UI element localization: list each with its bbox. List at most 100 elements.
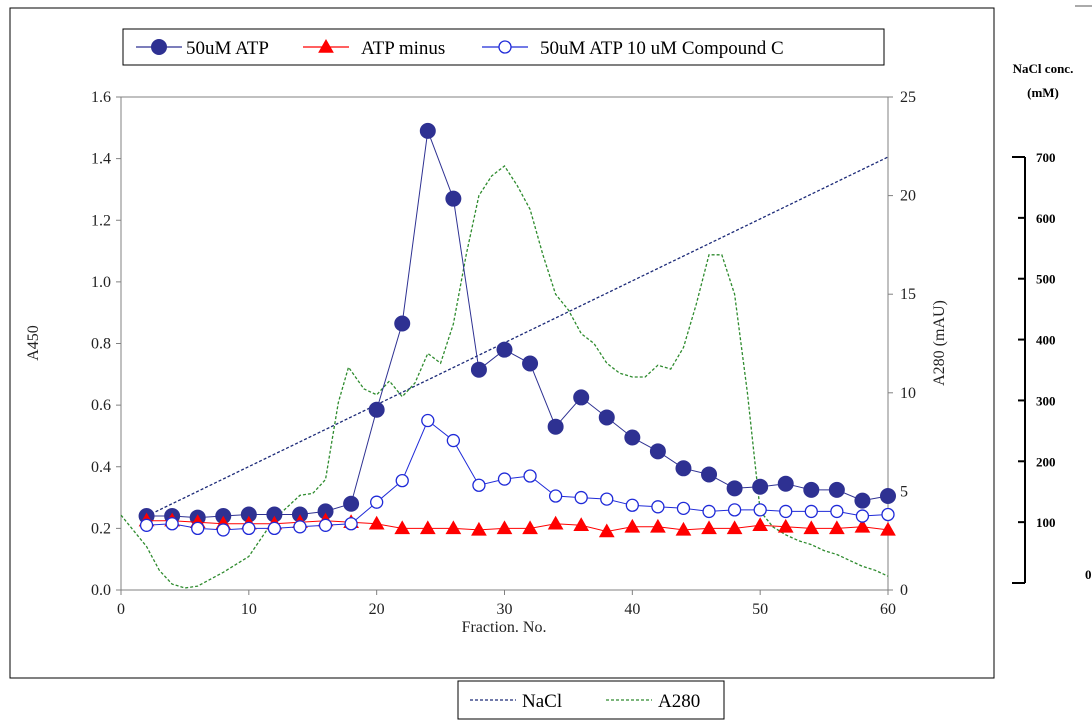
data-point (880, 488, 896, 505)
x-tick-label: 40 (624, 601, 640, 618)
data-point (395, 473, 409, 488)
data-point (830, 504, 844, 519)
data-point (829, 520, 845, 535)
data-point (777, 475, 794, 492)
plot-axes: 0 10 20 30 40 50 600.00.20.40.60.81.01.21.41.6… (91, 89, 916, 618)
data-point (854, 492, 871, 509)
legend-swatch-marker (498, 40, 512, 54)
data-point (598, 523, 615, 538)
legend-bottom-item: NaCl (470, 691, 562, 712)
data-point (496, 520, 513, 535)
legend-item: 50uM ATP 10 uM Compound C (482, 38, 784, 59)
data-point (701, 520, 717, 535)
data-point (676, 501, 691, 515)
data-point (574, 490, 588, 505)
y-left-tick-label: 1.0 (91, 274, 111, 291)
series-layer (138, 122, 896, 538)
data-point (419, 122, 436, 139)
y-left-tick-label: 0.6 (91, 397, 111, 414)
y-left-tick-label: 0.2 (91, 520, 111, 537)
data-point (803, 481, 820, 498)
data-point (675, 521, 692, 536)
data-point (471, 521, 487, 536)
data-point (522, 355, 539, 372)
data-point (394, 315, 411, 332)
data-point (419, 520, 436, 535)
nacl-scale-zero-label: 0 (1085, 567, 1092, 582)
data-point (702, 504, 716, 519)
data-point (496, 341, 513, 358)
x-tick-label: 50 (752, 601, 768, 618)
data-point (548, 489, 563, 503)
data-point (649, 443, 666, 460)
data-point (267, 521, 282, 536)
data-point (497, 472, 512, 486)
data-point (727, 503, 742, 517)
data-point (701, 466, 718, 483)
legend-item: 50uM ATP (136, 38, 269, 59)
data-point (651, 500, 665, 514)
x-tick-label: 0 (117, 601, 125, 618)
x-tick-label: 30 (497, 601, 513, 618)
data-point (547, 515, 564, 530)
legend-bottom-item: A280 (606, 691, 700, 712)
data-point (191, 521, 205, 536)
y-left-tick-label: 1.2 (91, 212, 111, 229)
y-right-tick-label: 0 (900, 582, 908, 599)
nacl-scale-tick-label: 100 (1036, 515, 1056, 530)
data-point (880, 521, 896, 536)
data-point (752, 517, 769, 532)
nacl-scale-tick-label: 500 (1036, 272, 1056, 287)
x-axis-title: Fraction. No. (462, 619, 547, 636)
data-point (446, 433, 461, 448)
nacl-scale-tick-label: 300 (1036, 393, 1056, 408)
nacl-scale-title: NaCl conc. (1013, 61, 1074, 76)
data-point (293, 520, 307, 534)
data-point (752, 478, 769, 495)
legend-top: 50uM ATP ATP minus 50uM ATP 10 uM Compound… (122, 28, 885, 66)
data-point (165, 517, 179, 531)
data-point (804, 504, 818, 519)
data-point (472, 478, 486, 492)
data-point (523, 469, 537, 483)
nacl-scale-tick-label: 200 (1036, 454, 1056, 469)
data-point (881, 507, 895, 522)
y-right-tick-label: 20 (900, 188, 916, 205)
data-point (522, 520, 538, 535)
data-point (445, 520, 462, 535)
data-point (625, 498, 639, 512)
y-right-tick-label: 10 (900, 385, 916, 402)
data-point (547, 418, 564, 435)
series-50um-atp-10-um-compound-c (139, 413, 895, 537)
legend-bottom-label: A280 (658, 691, 700, 712)
y-left-tick-label: 0.4 (91, 459, 111, 476)
nacl-scale: NaCl conc. (mM) 700 600 500 400 300 200 100 0 (1012, 61, 1092, 584)
data-point (598, 409, 615, 426)
data-point (216, 523, 230, 537)
nacl-scale-tick-label: 700 (1036, 150, 1056, 165)
data-point (573, 517, 590, 532)
data-point (600, 492, 614, 506)
y-right-axis-title: A280 (mAU) (931, 300, 948, 386)
data-point (368, 401, 385, 418)
x-tick-label: 10 (241, 601, 257, 618)
legend-bottom: NaCl A280 (457, 680, 725, 720)
y-left-tick-label: 0.0 (91, 582, 111, 599)
y-left-axis-title: A450 (25, 325, 42, 361)
data-point (394, 520, 411, 535)
data-point (368, 515, 385, 530)
x-tick-label: 20 (369, 601, 385, 618)
data-point (624, 429, 641, 446)
y-left-tick-label: 0.8 (91, 336, 111, 353)
y-left-tick-label: 1.6 (91, 89, 111, 106)
nacl-scale-tick-label: 400 (1036, 333, 1056, 348)
data-point (370, 495, 384, 509)
data-point (726, 520, 743, 535)
data-point (828, 481, 845, 498)
data-point (445, 190, 462, 207)
y-right-tick-label: 15 (900, 286, 916, 303)
data-point (344, 517, 358, 531)
y-left-tick-label: 1.4 (91, 151, 111, 168)
data-point (650, 518, 666, 533)
data-point (675, 460, 692, 477)
